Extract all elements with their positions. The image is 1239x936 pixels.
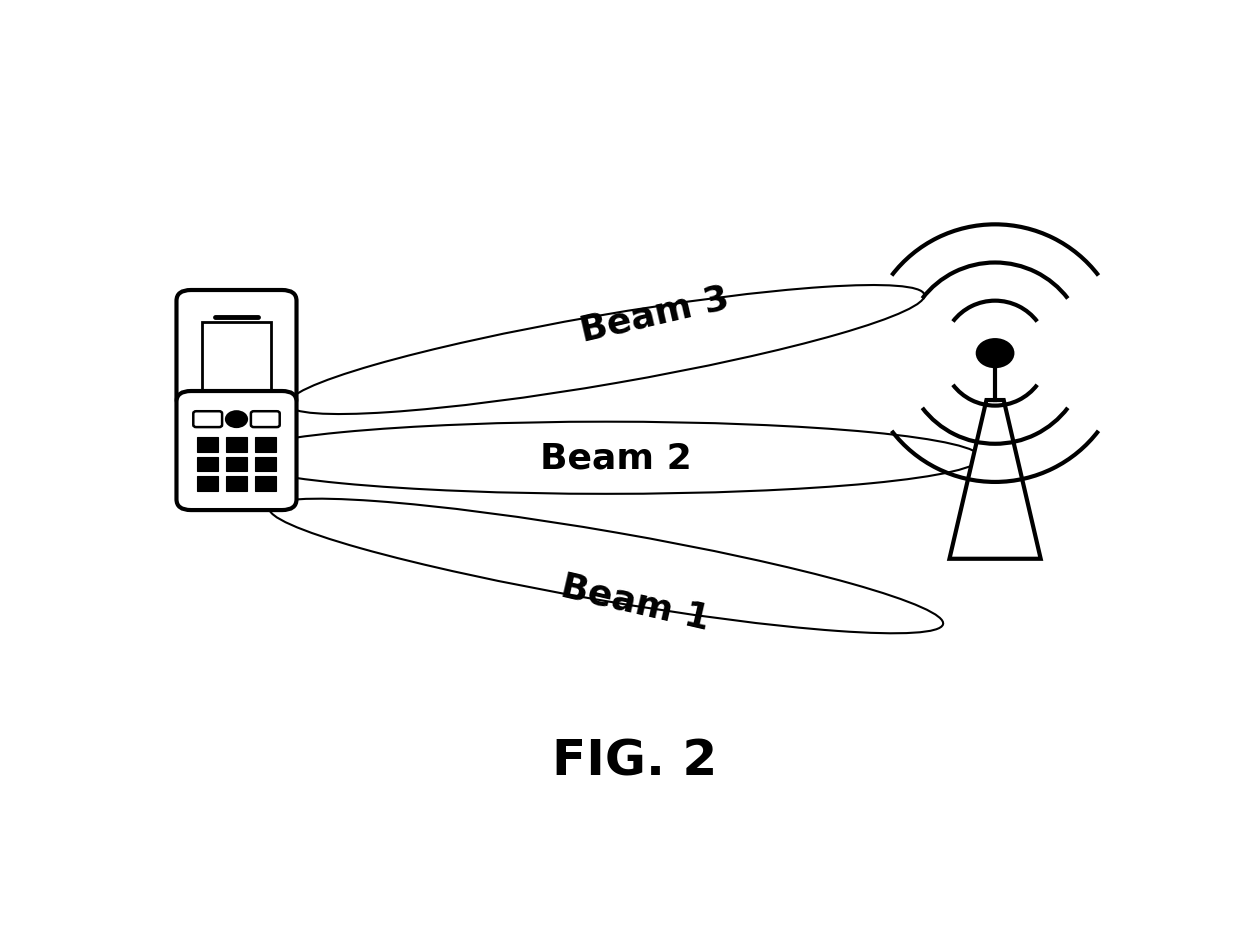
Text: Beam 1: Beam 1 [558,569,712,636]
Text: Beam 3: Beam 3 [576,281,732,347]
FancyBboxPatch shape [193,412,222,428]
Polygon shape [949,401,1041,559]
FancyBboxPatch shape [176,291,296,410]
FancyBboxPatch shape [176,391,296,510]
FancyBboxPatch shape [250,412,280,428]
Circle shape [225,412,247,428]
Bar [255,438,276,452]
Bar [197,457,218,472]
Bar [225,476,247,491]
Circle shape [978,341,1012,367]
Bar [255,476,276,491]
Bar [197,476,218,491]
Bar [225,438,247,452]
Text: FIG. 2: FIG. 2 [553,737,717,785]
Text: Beam 2: Beam 2 [540,441,691,475]
Bar [202,323,270,390]
Bar [197,438,218,452]
Bar [225,457,247,472]
Bar [255,457,276,472]
